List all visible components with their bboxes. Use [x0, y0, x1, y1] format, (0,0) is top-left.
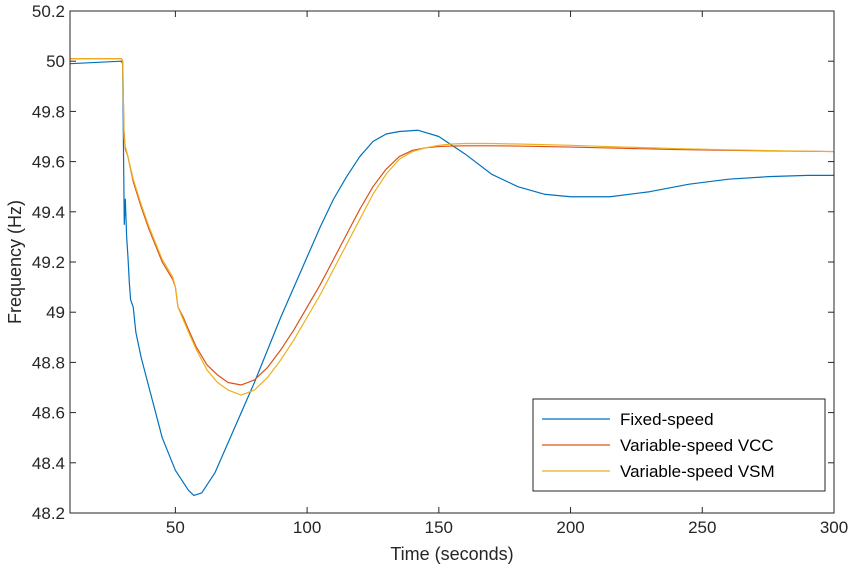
- y-tick-label: 48.2: [32, 504, 65, 523]
- tick-layer: 50 100 150 200 250 300 48.2 48.4 48.6 48.8 49 49.2 4…: [32, 2, 848, 537]
- x-tick-label: 100: [293, 518, 321, 537]
- y-tick-label: 49: [46, 303, 65, 322]
- x-tick-label: 50: [166, 518, 185, 537]
- series-line-variable-speed-vcc: [70, 58, 835, 386]
- x-tick-label: 250: [688, 518, 716, 537]
- legend-entry-variable-speed-vcc: Variable-speed VCC: [542, 436, 774, 455]
- x-tick-label: 300: [820, 518, 848, 537]
- legend: Fixed-speed Variable-speed VCC Variable-…: [532, 398, 826, 492]
- y-axis-label: Frequency (Hz): [5, 200, 25, 324]
- y-tick-label: 50: [46, 52, 65, 71]
- series-line-variable-speed-vsm: [70, 58, 835, 396]
- x-tick-label: 200: [556, 518, 584, 537]
- series-line-fixed-speed: [69, 60, 834, 497]
- y-tick-label: 49.6: [32, 153, 65, 172]
- legend-label-fixed-speed: Fixed-speed: [620, 410, 714, 429]
- y-tick-label: 49.2: [32, 253, 65, 272]
- y-tick-label: 50.2: [32, 2, 65, 21]
- legend-label-variable-speed-vcc: Variable-speed VCC: [620, 436, 774, 455]
- y-tick-label: 48.6: [32, 404, 65, 423]
- legend-entry-variable-speed-vsm: Variable-speed VSM: [542, 462, 775, 481]
- x-axis-label: Time (seconds): [390, 544, 513, 564]
- legend-label-variable-speed-vsm: Variable-speed VSM: [620, 462, 775, 481]
- y-tick-label: 49.4: [32, 203, 65, 222]
- y-tick-label: 48.4: [32, 454, 65, 473]
- y-tick-label: 48.8: [32, 353, 65, 372]
- series-layer: [69, 58, 835, 497]
- legend-entry-fixed-speed: Fixed-speed: [542, 410, 714, 429]
- y-tick-label: 49.8: [32, 102, 65, 121]
- x-tick-label: 150: [425, 518, 453, 537]
